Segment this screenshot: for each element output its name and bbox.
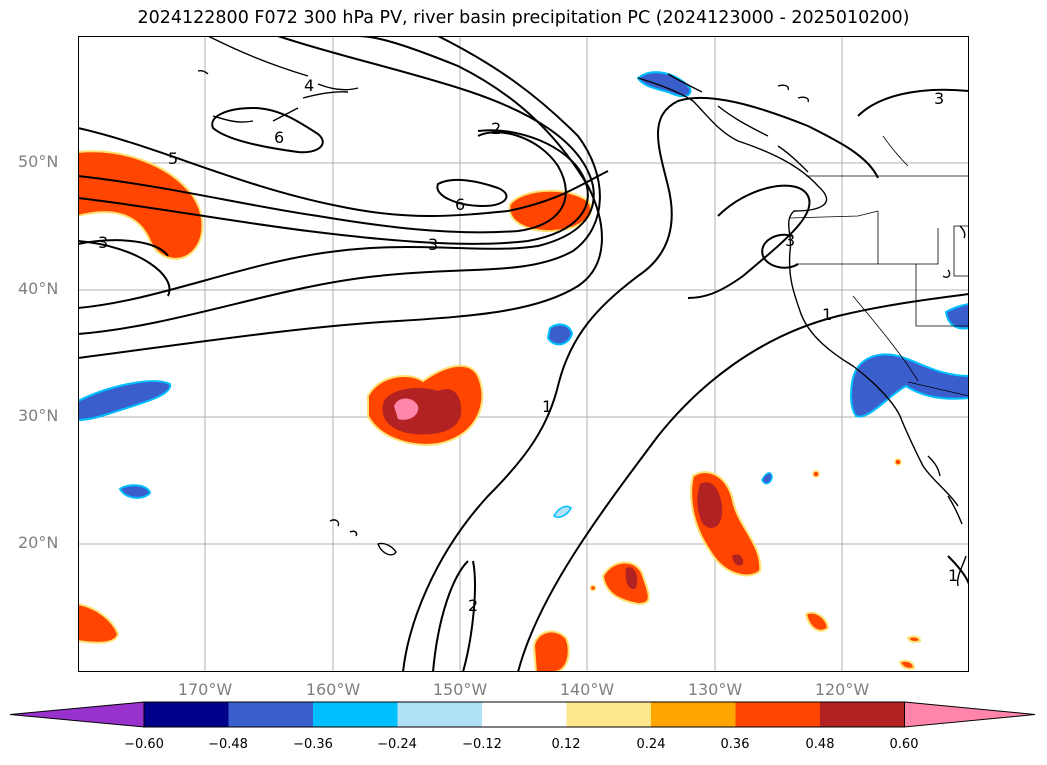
positive-anomaly-patch [601, 561, 650, 606]
positive-anomaly-patch [532, 630, 570, 672]
lon-label-170w: 170°W [177, 680, 233, 699]
contour-label: 3 [98, 233, 108, 252]
lon-label-120w: 120°W [814, 680, 870, 699]
political-borders [789, 135, 969, 397]
contour-label: 1 [822, 305, 832, 324]
colorbar-tick: 0.60 [889, 737, 919, 752]
colorbar-cell [313, 702, 398, 727]
colorbar-outline [143, 701, 905, 728]
colorbar-cell [651, 702, 736, 727]
negative-anomaly-patch [636, 71, 692, 98]
peak-anomaly-patch [394, 398, 419, 420]
contour-label: 3 [428, 235, 438, 254]
negative-anomaly-patch [553, 505, 572, 519]
positive-anomaly-patch [906, 635, 922, 643]
colorbar-cell [820, 702, 905, 727]
negative-anomaly-patch [118, 484, 152, 499]
colorbar-extend-low [10, 701, 145, 728]
strong-anomaly-patch [697, 482, 723, 528]
colorbar-cell [144, 702, 229, 727]
colorbar-tick: 0.12 [551, 737, 581, 752]
negative-anomaly-patch [546, 323, 574, 346]
colorbar-tick: −0.12 [462, 737, 502, 752]
colorbar [10, 701, 1036, 728]
lat-label-20n: 20°N [18, 533, 59, 552]
lon-label-140w: 140°W [559, 680, 615, 699]
map-canvas: 5 6 4 2 6 3 3 3 3 1 1 2 1 [78, 36, 969, 672]
contour-label: 6 [274, 128, 284, 147]
colorbar-tick: −0.60 [124, 737, 164, 752]
graticule [78, 36, 969, 672]
precip-anomaly-fills [78, 71, 969, 672]
colorbar-cell [482, 702, 567, 727]
positive-anomaly-patch [589, 584, 597, 592]
positive-anomaly-patch [894, 458, 902, 466]
positive-anomaly-patch [78, 150, 204, 260]
positive-anomaly-patch [508, 189, 593, 233]
colorbar-tick: 0.48 [805, 737, 835, 752]
colorbar-tick: −0.24 [377, 737, 417, 752]
contour-label: 5 [168, 149, 178, 168]
negative-anomaly-patch [944, 302, 969, 330]
colorbar-cell [735, 702, 820, 727]
colorbar-cell [228, 702, 313, 727]
contour-label: 1 [542, 397, 552, 416]
contour-label: 4 [304, 76, 314, 95]
lon-label-130w: 130°W [687, 680, 743, 699]
lon-label-160w: 160°W [305, 680, 361, 699]
colorbar-tick: −0.48 [208, 737, 248, 752]
positive-anomaly-patch [804, 611, 830, 632]
contour-label: 1 [948, 566, 958, 585]
contour-label: 3 [934, 89, 944, 108]
coastlines [197, 36, 967, 587]
contour-label: 3 [785, 231, 795, 250]
map-title: 2024122800 F072 300 hPa PV, river basin … [137, 8, 910, 28]
positive-anomaly-patch [898, 659, 916, 670]
colorbar-tick: 0.36 [720, 737, 750, 752]
positive-anomaly-patch [812, 470, 820, 478]
colorbar-tick: 0.24 [636, 737, 666, 752]
positive-anomaly-patch [78, 602, 120, 644]
negative-anomaly-patch [850, 353, 969, 418]
lat-label-30n: 30°N [18, 406, 59, 425]
negative-anomaly-patch [78, 380, 172, 422]
lat-label-40n: 40°N [18, 279, 59, 298]
strong-anomaly-patch [382, 388, 462, 435]
contour-label-group: 5 6 4 2 6 3 3 3 3 1 1 2 1 [98, 76, 958, 615]
contour-label: 6 [455, 195, 465, 214]
lon-label-150w: 150°W [432, 680, 488, 699]
negative-anomaly-patch [761, 472, 773, 485]
strong-anomaly-patch [625, 567, 638, 590]
colorbar-cell [566, 702, 651, 727]
map-panel: 5 6 4 2 6 3 3 3 3 1 1 2 1 [78, 36, 969, 672]
colorbar-extend-high [904, 701, 1036, 728]
contour-label: 2 [468, 596, 478, 615]
colorbar-cell [397, 702, 482, 727]
lat-label-50n: 50°N [18, 152, 59, 171]
strong-anomaly-patch [732, 554, 744, 566]
contour-label: 2 [491, 119, 501, 138]
colorbar-tick: −0.36 [293, 737, 333, 752]
pv-contours [78, 36, 969, 672]
